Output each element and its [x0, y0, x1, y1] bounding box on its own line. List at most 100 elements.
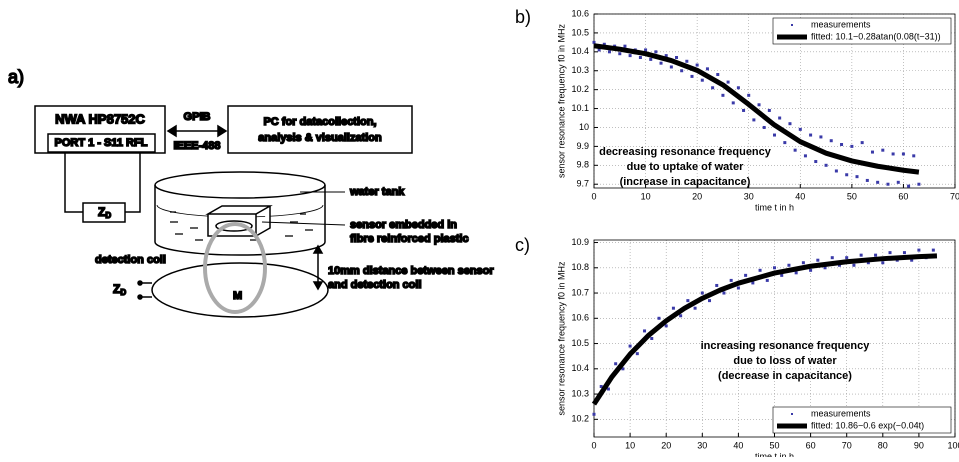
data-point	[762, 125, 766, 129]
arrow-heads	[312, 244, 324, 291]
data-point	[638, 56, 642, 59]
data-point	[654, 50, 658, 54]
data-point	[823, 266, 827, 270]
coil-label: detection coil	[95, 254, 166, 266]
wire	[64, 152, 83, 213]
plot-frame	[593, 239, 956, 438]
legend-marker	[791, 413, 793, 415]
data-point	[649, 57, 653, 61]
data-point	[623, 44, 627, 48]
data-point	[736, 86, 740, 90]
x-tick-label: 40	[795, 191, 805, 201]
data-point	[787, 263, 791, 267]
data-point	[721, 93, 725, 97]
x-tick-label: 30	[697, 440, 707, 450]
data-point	[690, 74, 694, 78]
diagram: a) NWA HP8752C PORT 1 - S11 RFL PC for d…	[7, 66, 495, 318]
y-tick-label: 10.6	[571, 313, 589, 323]
data-point	[888, 251, 892, 255]
y-tick-label: 10.5	[571, 338, 589, 348]
annotation: (increase in capacitance)	[620, 176, 751, 188]
wire	[125, 152, 141, 213]
data-point	[606, 387, 610, 391]
sensor-label: sensor embedded in	[350, 219, 457, 231]
data-point	[870, 150, 874, 154]
y-tick-label: 10.8	[571, 262, 589, 272]
data-point	[752, 118, 756, 122]
y-tick-label: 10.2	[571, 84, 589, 94]
legend-box	[772, 17, 952, 45]
x-tick-label: 70	[842, 440, 852, 450]
legend-box	[772, 406, 952, 434]
x-tick-label: 50	[847, 191, 857, 201]
tank-top	[154, 171, 326, 199]
plot-frame	[593, 13, 956, 189]
data-point	[621, 367, 625, 371]
data-point	[931, 248, 935, 252]
panel-label: c)	[515, 235, 530, 255]
fit-line	[591, 253, 938, 406]
data-point	[664, 324, 668, 328]
x-tick-label: 30	[744, 191, 754, 201]
x-tick-label: 10	[641, 191, 651, 201]
y-axis-label: sensor resonance frequency f0 in MHz	[556, 261, 566, 416]
data-point	[874, 253, 878, 257]
fit-line	[593, 43, 920, 175]
data-point	[855, 175, 859, 179]
data-point	[902, 251, 906, 255]
data-point	[809, 268, 813, 272]
data-point	[602, 42, 606, 46]
annotation: (decrease in capacitance)	[718, 370, 852, 382]
x-tick-label: 60	[806, 440, 816, 450]
y-tick-label: 10	[579, 122, 589, 132]
legend-label: fitted: 10.86−0.6 exp(−0.04t)	[811, 420, 924, 430]
y-tick-label: 10.5	[571, 27, 589, 37]
data-point	[819, 135, 823, 139]
data-point	[757, 103, 761, 107]
data-point	[907, 184, 911, 188]
data-point	[865, 178, 869, 182]
data-point	[910, 258, 914, 262]
data-point	[891, 152, 895, 156]
distance-label: 10mm distance between sensor	[328, 265, 494, 277]
y-tick-label: 9.7	[576, 179, 589, 189]
data-point	[742, 108, 746, 112]
chart: c) 10.2 10.3 10.4 10.5 10.6 10.7 10.8 10.9 0 10 20 3…	[515, 235, 959, 462]
data-point	[866, 261, 870, 265]
data-point	[852, 263, 856, 267]
data-point	[829, 139, 833, 143]
magnetic-coupling	[203, 222, 267, 314]
data-point	[700, 291, 704, 295]
legend-label: fitted: 10.1−0.28atan(0.08(t−31))	[811, 31, 941, 41]
data-point	[729, 278, 733, 282]
data-point	[628, 344, 632, 348]
data-point	[695, 63, 699, 67]
data-point	[886, 182, 890, 186]
data-point	[685, 59, 689, 63]
x-tick-label: 20	[692, 191, 702, 201]
data-point	[896, 180, 900, 184]
data-point	[592, 40, 596, 44]
annotation: increasing resonance frequency	[701, 340, 871, 352]
data-point	[731, 101, 735, 105]
pc-label: analysis & visualization	[258, 132, 382, 144]
data-point	[592, 412, 596, 416]
gpib-label: GPIB	[184, 111, 211, 123]
data-point	[614, 362, 618, 366]
data-point	[824, 163, 828, 167]
terminal	[137, 280, 143, 286]
data-point	[793, 148, 797, 152]
impedance-label: ZD	[98, 205, 111, 220]
data-point	[716, 73, 720, 77]
data-point	[850, 144, 854, 148]
data-point	[708, 299, 712, 303]
data-point	[700, 78, 704, 82]
data-point	[607, 50, 611, 54]
y-tick-label: 10.4	[571, 46, 589, 56]
data-point	[643, 329, 647, 333]
data-point	[881, 261, 885, 265]
y-axis-label: sensor resonance frequency f0 in MHz	[556, 23, 566, 178]
data-point	[798, 127, 802, 131]
legend-label: measurements	[811, 408, 871, 418]
